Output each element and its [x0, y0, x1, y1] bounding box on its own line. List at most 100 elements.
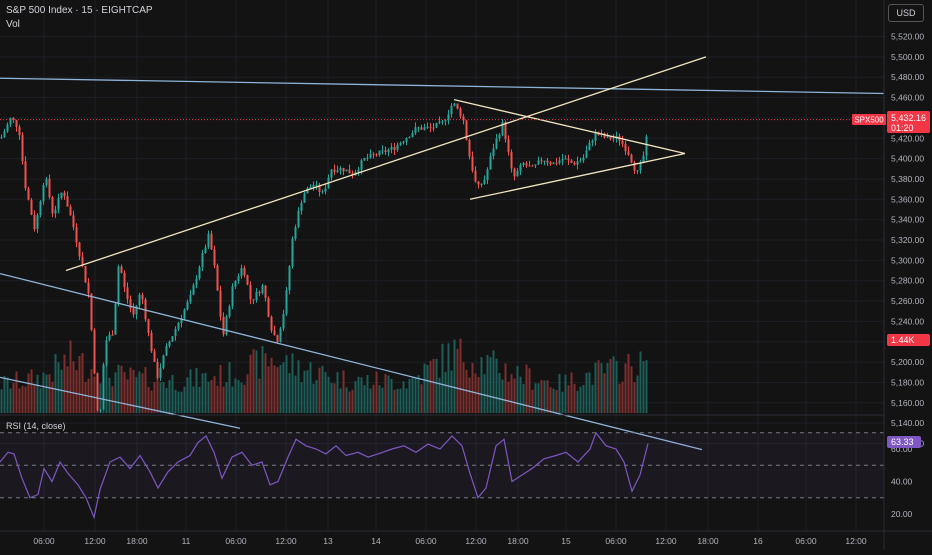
volume-bar [483, 374, 486, 413]
price-tick-label: 5,240.00 [891, 316, 924, 326]
volume-bar [243, 384, 246, 413]
candle-body [570, 160, 573, 163]
candle-body [45, 178, 48, 186]
volume-bar [399, 388, 402, 413]
candle-body [420, 127, 423, 130]
volume-bar [537, 383, 540, 413]
volume-bar [381, 387, 384, 413]
volume-bar [198, 386, 201, 413]
volume-bar [153, 382, 156, 413]
rsi-line [0, 431, 649, 520]
candle-body [579, 160, 582, 162]
candle-body [573, 162, 576, 165]
volume-bar [408, 379, 411, 413]
volume-bar [645, 360, 648, 413]
volume-bar [390, 378, 393, 413]
volume-bar [573, 383, 576, 413]
volume-bar [12, 382, 15, 413]
candle-body [111, 334, 114, 336]
volume-bar [570, 372, 573, 413]
volume-bar [642, 360, 645, 413]
volume-bar [477, 376, 480, 413]
rsi-badge [887, 436, 921, 448]
volume-bar [444, 371, 447, 413]
candle-body [141, 294, 144, 300]
candle-body [78, 242, 81, 257]
candle-body [174, 329, 177, 337]
volume-bar [24, 386, 27, 413]
candle-body [234, 280, 237, 287]
candle-body [483, 180, 486, 184]
volume-bar [624, 363, 627, 413]
candle-body [168, 341, 171, 346]
volume-bar [309, 362, 312, 413]
candle-body [624, 143, 627, 152]
volume-bar [234, 378, 237, 413]
volume-bar [567, 385, 570, 413]
volume-bar [48, 374, 51, 413]
volume-bar [294, 375, 297, 413]
candle-body [75, 227, 78, 243]
candle-body [255, 291, 258, 300]
volume-bar [240, 382, 243, 413]
volume-bar [171, 375, 174, 413]
volume-bar [108, 377, 111, 413]
volume-bar [180, 391, 183, 413]
volume-bar [237, 380, 240, 413]
candle-body [429, 126, 432, 128]
candle-body [3, 131, 6, 138]
price-tick-label: 5,300.00 [891, 255, 924, 265]
candle-body [606, 135, 609, 138]
candle-body [438, 121, 441, 123]
volume-bar [258, 378, 261, 413]
rsi-axis: 60.00 40.00 20.00 [891, 444, 913, 519]
candle-body [177, 323, 180, 330]
volume-bar [609, 359, 612, 413]
candle-body [69, 206, 72, 216]
candle-body [138, 294, 141, 306]
volume-bar [366, 375, 369, 413]
candle-body [480, 183, 483, 185]
volume-bar [423, 363, 426, 413]
volume-bar [126, 379, 129, 413]
candle-body [150, 332, 153, 352]
currency-button[interactable]: USD [888, 4, 924, 22]
candle-body [543, 160, 546, 162]
volume-bar [27, 373, 30, 413]
candle-body [432, 127, 435, 129]
volume-bar [336, 372, 339, 413]
volume-bar [69, 340, 72, 413]
candle-body [156, 361, 159, 378]
rsi-title[interactable]: RSI (14, close) [6, 421, 66, 431]
candle-body [54, 209, 57, 214]
candle-body [609, 135, 612, 140]
candle-body [60, 192, 63, 198]
volume-bar [441, 343, 444, 413]
volume-bar [189, 369, 192, 413]
volume-bar [600, 363, 603, 413]
volume-bar [60, 369, 63, 413]
candle-body [396, 144, 399, 150]
candle-body [285, 290, 288, 314]
volume-bar [414, 378, 417, 413]
candle-body [15, 120, 18, 127]
volume-bar [618, 383, 621, 413]
candle-body [210, 233, 213, 250]
volume-bar [420, 384, 423, 413]
candle-body [630, 154, 633, 163]
volume-bar [612, 356, 615, 413]
volume-bar [216, 385, 219, 413]
volume-bar [627, 353, 630, 413]
candle-body [336, 170, 339, 172]
volume-bar [519, 376, 522, 413]
volume-bar [276, 367, 279, 413]
volume-bar [183, 386, 186, 413]
candle-body [180, 318, 183, 324]
volume-bar [498, 372, 501, 413]
candle-body [612, 138, 615, 140]
volume-bar [75, 370, 78, 413]
volume-indicator-label[interactable]: Vol [6, 19, 20, 30]
volume-bar [0, 389, 3, 413]
candle-body [108, 334, 111, 341]
